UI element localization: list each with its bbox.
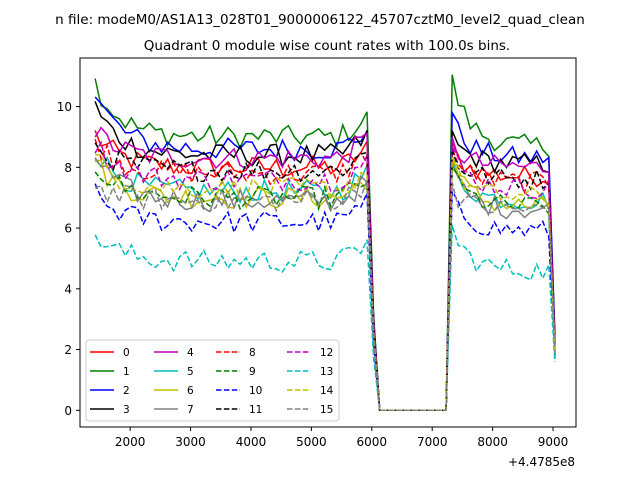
legend-label: 5 [187, 366, 194, 378]
series-line-0 [94, 130, 556, 412]
x-tick-label: 7000 [417, 435, 448, 449]
series-line-10 [94, 183, 556, 412]
series-line-8 [94, 138, 556, 412]
legend-item-13: 13 [287, 366, 333, 378]
x-tick-label: 3000 [175, 435, 206, 449]
legend-label: 2 [123, 385, 130, 397]
series-line-11 [94, 142, 556, 412]
y-tick-label: 2 [64, 343, 72, 357]
series-line-7 [94, 157, 556, 412]
legend-label: 10 [249, 385, 262, 397]
legend-label: 12 [320, 347, 333, 359]
legend-item-14: 14 [287, 385, 334, 397]
y-tick-label: 6 [64, 222, 72, 236]
legend-item-0: 0 [90, 347, 130, 359]
legend-box [85, 339, 340, 422]
series-line-3 [94, 101, 556, 412]
x-axis: 2000 3000 4000 5000 6000 7000 8000 9000 [115, 427, 568, 449]
x-tick-label: 4000 [236, 435, 267, 449]
series-line-1 [94, 74, 556, 412]
series-line-4 [94, 126, 556, 412]
y-tick-label: 10 [57, 100, 72, 114]
legend-item-12: 12 [287, 347, 333, 359]
legend-label: 14 [320, 385, 334, 397]
legend-item-5: 5 [154, 366, 194, 378]
legend-item-1: 1 [90, 366, 130, 378]
legend-item-3: 3 [90, 404, 130, 416]
legend-label: 4 [187, 347, 194, 359]
legend-item-2: 2 [90, 385, 130, 397]
y-tick-label: 0 [64, 404, 72, 418]
legend-item-6: 6 [154, 385, 194, 397]
y-tick-label: 8 [64, 161, 72, 175]
legend-item-10: 10 [216, 385, 262, 397]
legend-label: 8 [249, 347, 256, 359]
x-tick-label: 6000 [357, 435, 388, 449]
y-tick-label: 4 [64, 282, 72, 296]
x-tick-label: 9000 [538, 435, 569, 449]
series-lines [94, 74, 556, 412]
legend-label: 9 [249, 366, 256, 378]
plot-area: 2000 3000 4000 5000 6000 7000 8000 9000 0246810… [57, 57, 577, 469]
legend-item-4: 4 [154, 347, 194, 359]
legend-label: 13 [320, 366, 333, 378]
legend-item-9: 9 [216, 366, 256, 378]
series-line-15 [94, 179, 556, 412]
y-axis: 0 2 4 6 8 10 [57, 100, 80, 418]
figure-suptitle: n file: modeM0/AS1A13_028T01_9000006122_… [55, 12, 585, 28]
legend-label: 11 [249, 404, 262, 416]
legend-label: 3 [123, 404, 130, 416]
legend-item-15: 15 [287, 404, 333, 416]
x-tick-label: 5000 [296, 435, 327, 449]
legend-item-7: 7 [154, 404, 194, 416]
legend-label: 1 [123, 366, 130, 378]
chart-title: Quadrant 0 module wise count rates with … [144, 38, 510, 54]
legend-label: 15 [320, 404, 333, 416]
legend-label: 7 [187, 404, 194, 416]
legend-label: 6 [187, 385, 194, 397]
x-offset-label: +4.4785e8 [508, 455, 575, 469]
series-line-13 [94, 224, 556, 412]
legend-item-8: 8 [216, 347, 256, 359]
legend-label: 0 [123, 347, 130, 359]
series-line-14 [94, 153, 556, 412]
x-tick-label: 2000 [115, 435, 146, 449]
x-tick-label: 8000 [477, 435, 508, 449]
axes-frame [79, 57, 577, 428]
legend-item-11: 11 [216, 404, 262, 416]
